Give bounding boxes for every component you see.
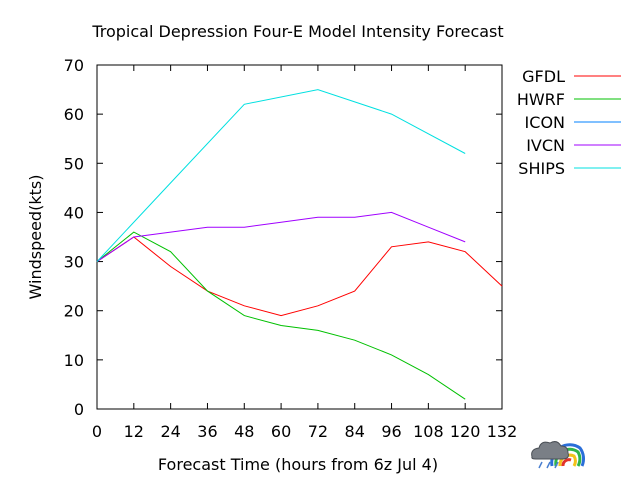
- series-line-gfdl: [96, 236, 503, 317]
- series-lines: [96, 89, 503, 400]
- legend-label-gfdl: GFDL: [522, 67, 565, 86]
- y-tick-label: 10: [64, 351, 84, 370]
- x-tick-label: 12: [124, 422, 144, 441]
- x-axis-ticks: 0 12 24 36 48 60 72 84 96 108 120 132: [92, 65, 517, 441]
- x-tick-label: 72: [308, 422, 328, 441]
- plot-area: [96, 64, 503, 410]
- y-tick-label: 30: [64, 253, 84, 272]
- x-tick-label: 36: [197, 422, 217, 441]
- y-axis-label: Windspeed(kts): [26, 175, 45, 300]
- y-tick-label: 70: [64, 56, 84, 75]
- x-tick-label: 108: [413, 422, 444, 441]
- x-tick-label: 96: [381, 422, 401, 441]
- x-axis-label: Forecast Time (hours from 6z Jul 4): [158, 455, 438, 474]
- plot-border: [96, 64, 503, 410]
- logo-arc-yellow: [558, 453, 577, 467]
- y-tick-label: 60: [64, 105, 84, 124]
- x-tick-label: 120: [450, 422, 481, 441]
- x-tick-label: 60: [271, 422, 291, 441]
- logo-arc-red: [561, 458, 572, 467]
- y-tick-label: 0: [74, 400, 84, 419]
- legend: GFDL HWRF ICON IVCN SHIPS: [517, 67, 621, 178]
- legend-label-icon: ICON: [525, 113, 565, 132]
- y-tick-label: 40: [64, 203, 84, 222]
- series-line-ivcn: [96, 211, 466, 263]
- x-tick-label: 84: [345, 422, 365, 441]
- chart-title: Tropical Depression Four-E Model Intensi…: [91, 22, 503, 41]
- series-line-hwrf: [96, 231, 466, 400]
- x-tick-label: 24: [160, 422, 180, 441]
- y-tick-label: 20: [64, 302, 84, 321]
- logo-rain: [538, 461, 559, 469]
- logo-cloud: [531, 441, 569, 460]
- y-axis-ticks: 0 10 20 30 40 50 60 70: [64, 56, 502, 419]
- legend-label-ivcn: IVCN: [526, 136, 565, 155]
- legend-label-ships: SHIPS: [518, 159, 565, 178]
- x-tick-label: 132: [487, 422, 518, 441]
- legend-label-hwrf: HWRF: [517, 90, 565, 109]
- x-tick-label: 0: [92, 422, 102, 441]
- weather-logo: [531, 441, 586, 469]
- y-tick-label: 50: [64, 154, 84, 173]
- series-line-ships: [96, 89, 466, 262]
- x-tick-label: 48: [234, 422, 254, 441]
